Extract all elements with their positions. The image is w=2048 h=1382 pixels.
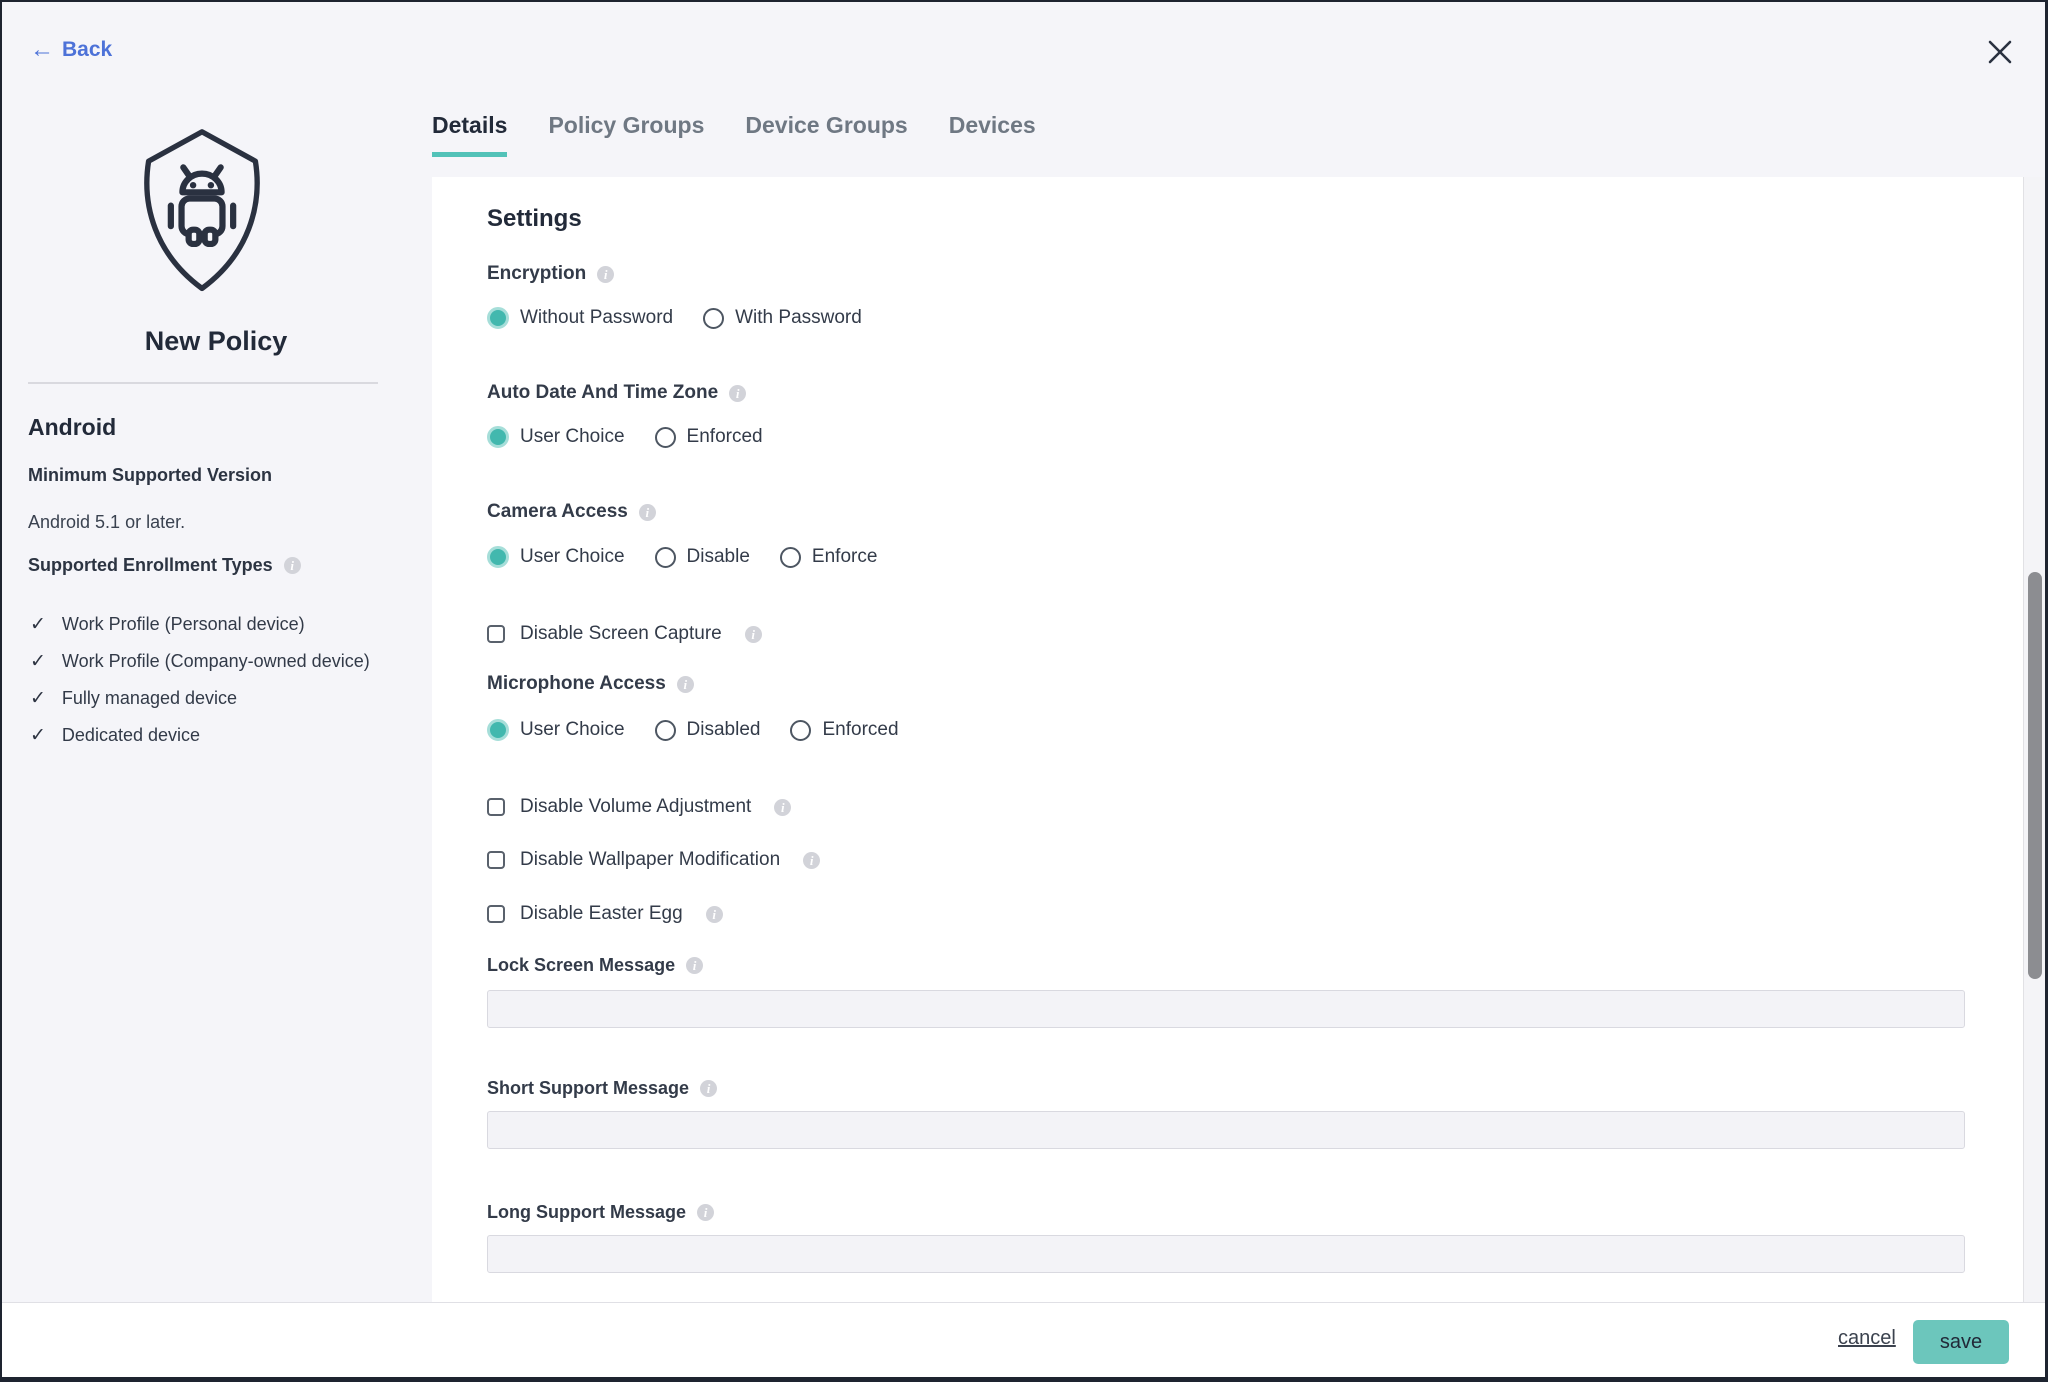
disable-volume-adjustment-checkbox[interactable] bbox=[487, 798, 505, 816]
disable-screen-capture-checkbox[interactable] bbox=[487, 625, 505, 643]
radio-enforced[interactable]: Enforced bbox=[790, 719, 899, 741]
radio-unselected-icon bbox=[654, 719, 676, 741]
settings-heading: Settings bbox=[487, 205, 582, 232]
scrollbar-thumb[interactable] bbox=[2028, 572, 2042, 979]
lock-screen-message-input[interactable] bbox=[487, 990, 1965, 1028]
radio-user-choice[interactable]: User Choice bbox=[487, 426, 625, 448]
disable-wallpaper-modification-checkbox[interactable] bbox=[487, 851, 505, 869]
disable-wallpaper-modification-row: Disable Wallpaper Modification bbox=[487, 849, 821, 871]
radio-with-password[interactable]: With Password bbox=[703, 307, 862, 329]
radio-unselected-icon bbox=[790, 719, 812, 741]
long-support-message-label-row: Long Support Message bbox=[487, 1202, 715, 1223]
min-version-value: Android 5.1 or later. bbox=[28, 512, 186, 532]
microphone-access-label-row: Microphone Access bbox=[487, 673, 694, 695]
list-item: Fully managed device bbox=[30, 680, 370, 717]
radio-enforce[interactable]: Enforce bbox=[779, 546, 877, 568]
radio-unselected-icon bbox=[703, 307, 725, 329]
microphone-access-options: User Choice Disabled Enforced bbox=[487, 719, 899, 741]
footer-bar: cancel save bbox=[2, 1302, 2045, 1377]
info-icon[interactable] bbox=[597, 265, 615, 283]
save-button[interactable]: save bbox=[1913, 1320, 2009, 1364]
info-icon[interactable] bbox=[686, 957, 704, 974]
radio-user-choice[interactable]: User Choice bbox=[487, 719, 625, 741]
checkmark-icon bbox=[30, 615, 46, 634]
android-shield-icon bbox=[113, 120, 291, 302]
checkmark-icon bbox=[30, 726, 46, 745]
encryption-label-row: Encryption bbox=[487, 263, 615, 285]
lock-screen-message-label-row: Lock Screen Message bbox=[487, 955, 704, 976]
radio-unselected-icon bbox=[779, 546, 801, 568]
info-icon[interactable] bbox=[697, 1204, 715, 1221]
checkmark-icon bbox=[30, 652, 46, 671]
radio-disable[interactable]: Disable bbox=[654, 546, 750, 568]
radio-enforced[interactable]: Enforced bbox=[654, 426, 763, 448]
encryption-options: Without Password With Password bbox=[487, 307, 862, 329]
info-icon[interactable] bbox=[744, 625, 762, 643]
radio-unselected-icon bbox=[654, 546, 676, 568]
info-icon[interactable] bbox=[803, 851, 821, 869]
info-icon[interactable] bbox=[700, 1080, 718, 1097]
sidebar-divider bbox=[28, 382, 378, 384]
back-arrow-icon bbox=[30, 38, 54, 62]
cancel-button[interactable]: cancel bbox=[1838, 1327, 1896, 1349]
tab-device-groups[interactable]: Device Groups bbox=[745, 112, 908, 138]
info-icon[interactable] bbox=[283, 557, 301, 574]
camera-access-options: User Choice Disable Enforce bbox=[487, 546, 877, 568]
enrollment-types-list: Work Profile (Personal device) Work Prof… bbox=[30, 606, 370, 754]
disable-volume-adjustment-row: Disable Volume Adjustment bbox=[487, 796, 792, 818]
short-support-message-input[interactable] bbox=[487, 1111, 1965, 1149]
list-item: Work Profile (Personal device) bbox=[30, 606, 370, 643]
back-button[interactable]: Back bbox=[30, 38, 112, 62]
radio-selected-icon bbox=[487, 719, 509, 741]
details-panel: Settings Encryption Without Password Wit… bbox=[432, 177, 2024, 1302]
radio-user-choice[interactable]: User Choice bbox=[487, 546, 625, 568]
info-icon[interactable] bbox=[774, 798, 792, 816]
info-icon[interactable] bbox=[638, 503, 656, 521]
disable-screen-capture-row: Disable Screen Capture bbox=[487, 623, 762, 645]
policy-name-title: New Policy bbox=[144, 326, 288, 356]
checkmark-icon bbox=[30, 689, 46, 708]
auto-date-label-row: Auto Date And Time Zone bbox=[487, 382, 747, 404]
long-support-message-input[interactable] bbox=[487, 1235, 1965, 1273]
radio-unselected-icon bbox=[654, 426, 676, 448]
radio-selected-icon bbox=[487, 426, 509, 448]
info-icon[interactable] bbox=[729, 384, 747, 402]
enrollment-types-label: Supported Enrollment Types bbox=[28, 555, 301, 576]
tab-details[interactable]: Details bbox=[432, 112, 508, 157]
list-item: Dedicated device bbox=[30, 717, 370, 754]
radio-selected-icon bbox=[487, 307, 509, 329]
tab-bar: Details Policy Groups Device Groups Devi… bbox=[432, 112, 1036, 157]
min-version-label: Minimum Supported Version bbox=[28, 465, 273, 485]
back-label: Back bbox=[62, 38, 113, 61]
auto-date-options: User Choice Enforced bbox=[487, 426, 763, 448]
disable-easter-egg-checkbox[interactable] bbox=[487, 905, 505, 923]
radio-without-password[interactable]: Without Password bbox=[487, 307, 673, 329]
camera-access-label-row: Camera Access bbox=[487, 501, 656, 523]
tab-devices[interactable]: Devices bbox=[948, 112, 1036, 138]
short-support-message-label-row: Short Support Message bbox=[487, 1078, 718, 1099]
disable-easter-egg-row: Disable Easter Egg bbox=[487, 903, 723, 925]
list-item: Work Profile (Company-owned device) bbox=[30, 643, 370, 680]
close-icon[interactable] bbox=[1984, 36, 2016, 68]
radio-selected-icon bbox=[487, 546, 509, 568]
info-icon[interactable] bbox=[705, 905, 723, 923]
radio-disabled[interactable]: Disabled bbox=[654, 719, 760, 741]
platform-title: Android bbox=[28, 414, 117, 440]
scrollbar-track[interactable] bbox=[2023, 177, 2045, 1302]
tab-policy-groups[interactable]: Policy Groups bbox=[548, 112, 705, 138]
info-icon[interactable] bbox=[676, 675, 694, 693]
